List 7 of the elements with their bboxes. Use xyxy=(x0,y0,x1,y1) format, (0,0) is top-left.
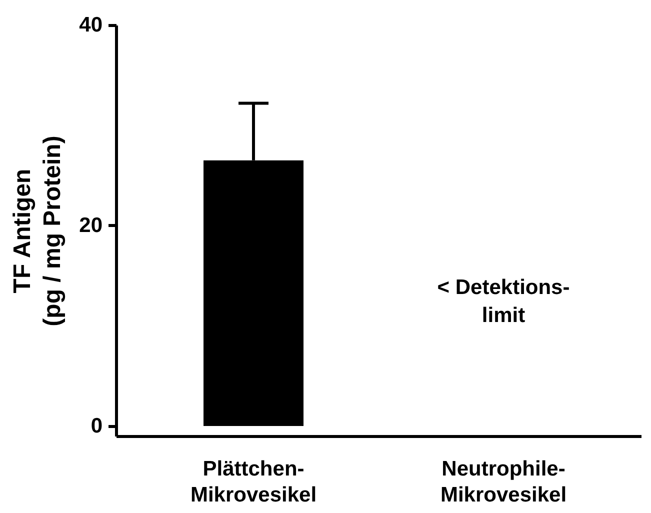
x-tick-label: Neutrophile-Mikrovesikel xyxy=(440,458,567,506)
y-tick-label: 20 xyxy=(79,214,102,237)
y-tick-label: 40 xyxy=(79,14,102,36)
y-tick-label: 0 xyxy=(90,414,102,438)
x-tick-label: Plättchen-Mikrovesikel xyxy=(190,458,317,506)
y-axis-title: TF Antigen (pg / mg Protein) xyxy=(9,136,66,326)
annotation: < Detektions-limit xyxy=(437,276,570,328)
